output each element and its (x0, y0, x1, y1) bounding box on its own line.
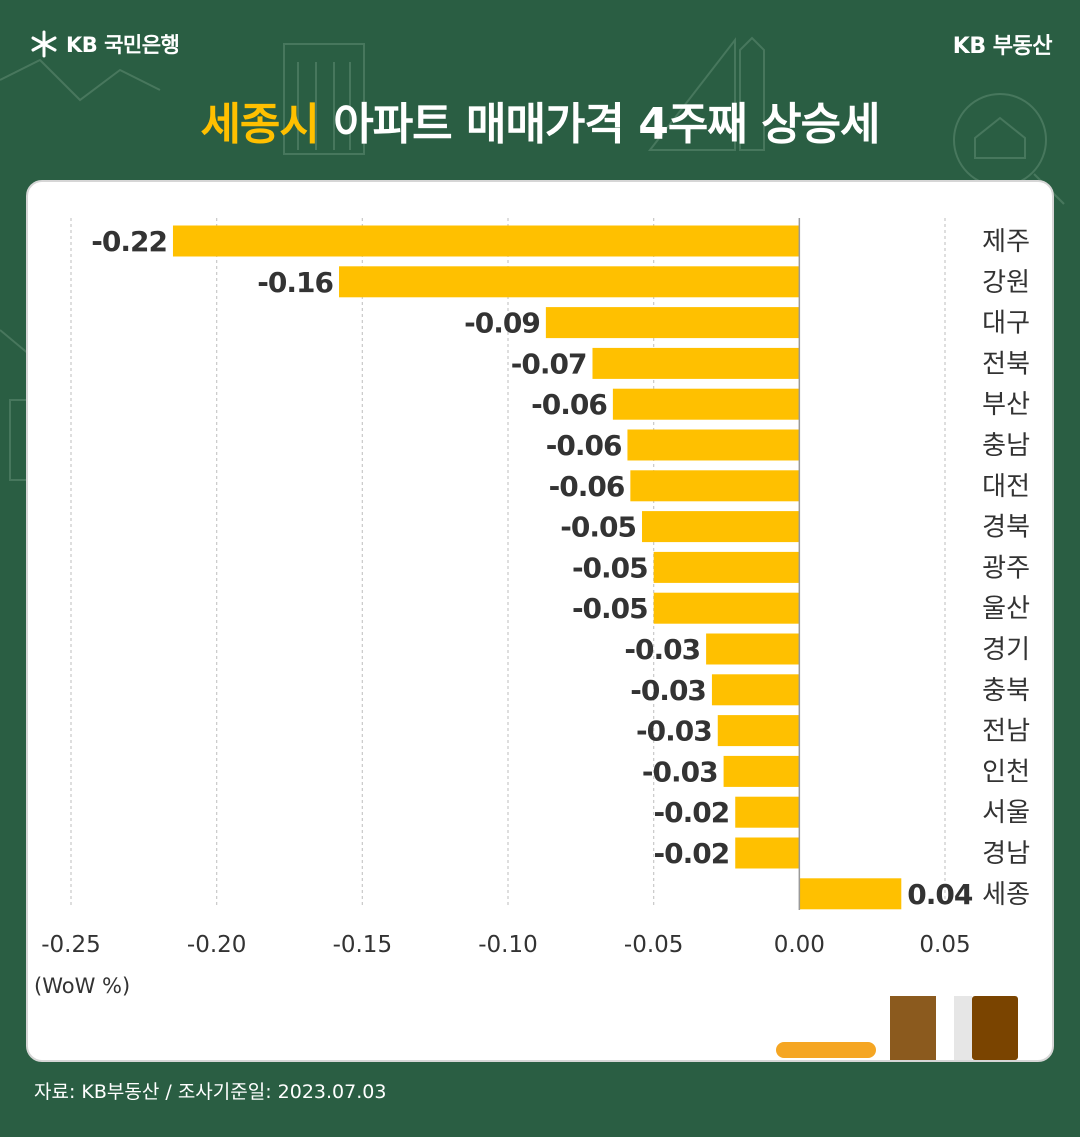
data-label: -0.06 (531, 388, 607, 421)
data-label: -0.07 (511, 347, 587, 380)
title-highlight: 세종시 (200, 99, 319, 150)
bar (735, 837, 800, 869)
x-tick-label: -0.15 (333, 932, 393, 958)
category-label: 전북 (982, 349, 1030, 379)
x-tick-label: 0.00 (774, 932, 825, 958)
category-label: 부산 (982, 390, 1030, 420)
bar (711, 674, 800, 706)
x-tick-label: -0.25 (41, 932, 101, 958)
data-label: -0.09 (464, 307, 540, 340)
bar (653, 592, 800, 624)
data-label: -0.06 (549, 470, 625, 503)
category-label: 대구 (982, 309, 1030, 339)
category-label: 경북 (982, 513, 1030, 543)
category-label: 인천 (982, 757, 1030, 787)
bar (642, 511, 800, 543)
brand-name: KB 부동산 (952, 34, 1053, 59)
category-label: 대전 (982, 472, 1030, 502)
data-label: -0.03 (636, 715, 712, 748)
bar (627, 429, 800, 461)
bar (592, 347, 800, 379)
x-tick-label: -0.05 (624, 932, 684, 958)
category-label: 광주 (982, 553, 1030, 583)
data-label: -0.02 (654, 837, 730, 870)
data-label: -0.03 (630, 674, 706, 707)
category-label: 세종 (982, 880, 1030, 910)
data-label: -0.05 (560, 511, 636, 544)
category-label: 울산 (982, 594, 1030, 624)
bar (630, 470, 800, 502)
category-label: 제주 (982, 227, 1030, 257)
bar (723, 755, 800, 787)
source-note: 자료: KB부동산 / 조사기준일: 2023.07.03 (34, 1081, 387, 1103)
data-label: -0.05 (572, 592, 648, 625)
data-label: -0.16 (257, 266, 333, 299)
data-label: -0.02 (654, 796, 730, 829)
data-label: -0.05 (572, 551, 648, 584)
category-label: 경남 (982, 839, 1030, 869)
bar (339, 266, 800, 298)
bank-name: KB 국민은행 (66, 33, 180, 57)
kb-star-icon (31, 30, 57, 58)
bar (612, 388, 800, 420)
bar (799, 878, 902, 910)
bar (706, 633, 800, 665)
bar (172, 225, 800, 257)
category-label: 서울 (982, 798, 1030, 828)
category-label: 충북 (982, 676, 1030, 706)
category-label: 경기 (982, 635, 1030, 665)
chart-card (26, 180, 1054, 1062)
data-label: -0.03 (624, 633, 700, 666)
page-title: 세종시 아파트 매매가격 4주째 상승세 (0, 88, 1080, 152)
bar (735, 796, 800, 828)
data-label: -0.22 (91, 225, 167, 258)
data-label: 0.04 (907, 878, 973, 911)
unit-label: (WoW %) (34, 974, 131, 998)
x-tick-label: 0.05 (919, 932, 970, 958)
x-tick-label: -0.20 (187, 932, 247, 958)
category-label: 전남 (982, 717, 1030, 747)
title-rest: 아파트 매매가격 4주째 상승세 (318, 99, 880, 150)
category-label: 강원 (982, 268, 1030, 298)
x-tick-label: -0.10 (478, 932, 538, 958)
data-label: -0.03 (642, 755, 718, 788)
bar (545, 307, 800, 339)
bank-logo: KB 국민은행 (28, 28, 180, 60)
bar (717, 715, 800, 747)
data-label: -0.06 (546, 429, 622, 462)
bar (653, 551, 800, 583)
category-label: 충남 (982, 431, 1030, 461)
